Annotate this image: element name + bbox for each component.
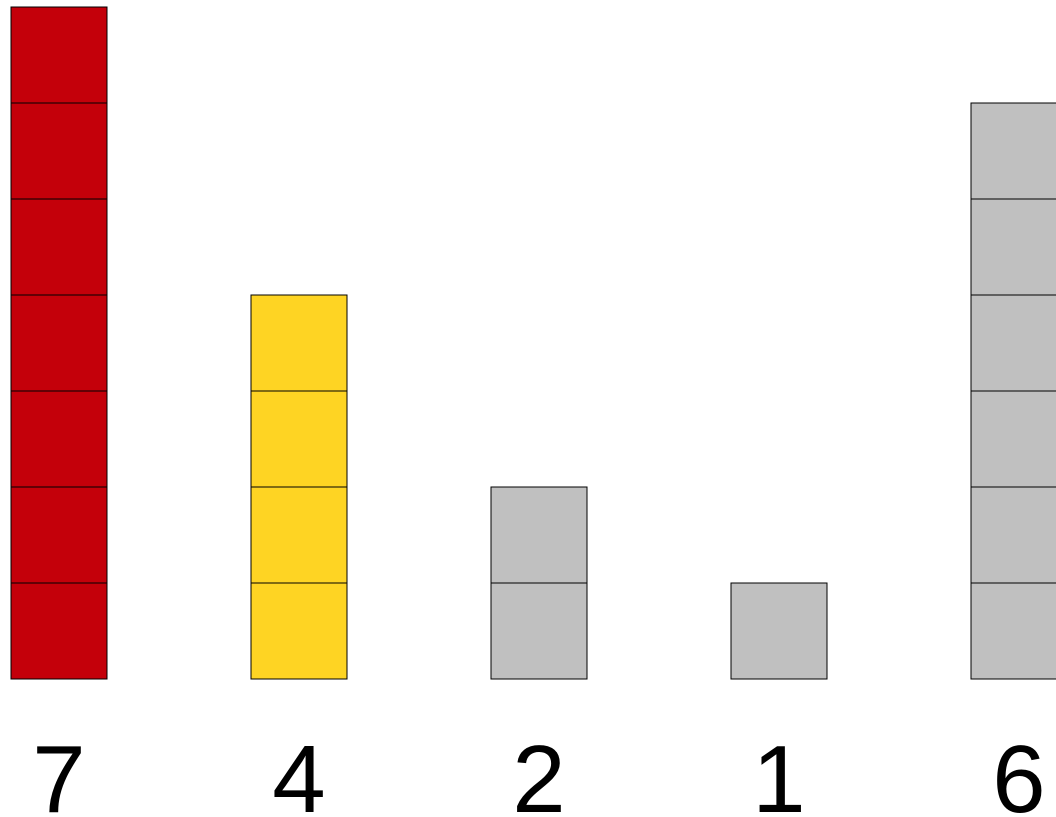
bar-1-cube: [10, 582, 108, 680]
bar-5-cube: [970, 198, 1056, 296]
count-label-3: 2: [512, 726, 565, 817]
bar-2-cube: [250, 582, 348, 680]
bar-5-cube: [970, 582, 1056, 680]
bar-4: [730, 582, 828, 680]
bar-3: [490, 486, 588, 680]
bar-5-cube: [970, 102, 1056, 200]
bar-5-cube: [970, 390, 1056, 488]
labels-layer: 7 4 2 1 6: [32, 726, 1045, 817]
bar-2: [250, 294, 348, 680]
bar-3-cube: [490, 582, 588, 680]
bar-5: [970, 102, 1056, 680]
count-label-4: 1: [752, 726, 805, 817]
bar-2-cube: [250, 294, 348, 392]
bar-1-cube: [10, 486, 108, 584]
count-label-5: 6: [992, 726, 1045, 817]
bar-5-cube: [970, 486, 1056, 584]
bar-5-cube: [970, 294, 1056, 392]
bars-layer: [10, 6, 1056, 680]
bar-1-cube: [10, 6, 108, 104]
bar-3-cube: [490, 486, 588, 584]
bar-1-cube: [10, 294, 108, 392]
bar-1-cube: [10, 102, 108, 200]
count-label-2: 4: [272, 726, 325, 817]
count-label-1: 7: [32, 726, 85, 817]
bar-1-cube: [10, 198, 108, 296]
bar-1: [10, 6, 108, 680]
bar-1-cube: [10, 390, 108, 488]
bar-2-cube: [250, 486, 348, 584]
bar-4-cube: [730, 582, 828, 680]
bar-2-cube: [250, 390, 348, 488]
